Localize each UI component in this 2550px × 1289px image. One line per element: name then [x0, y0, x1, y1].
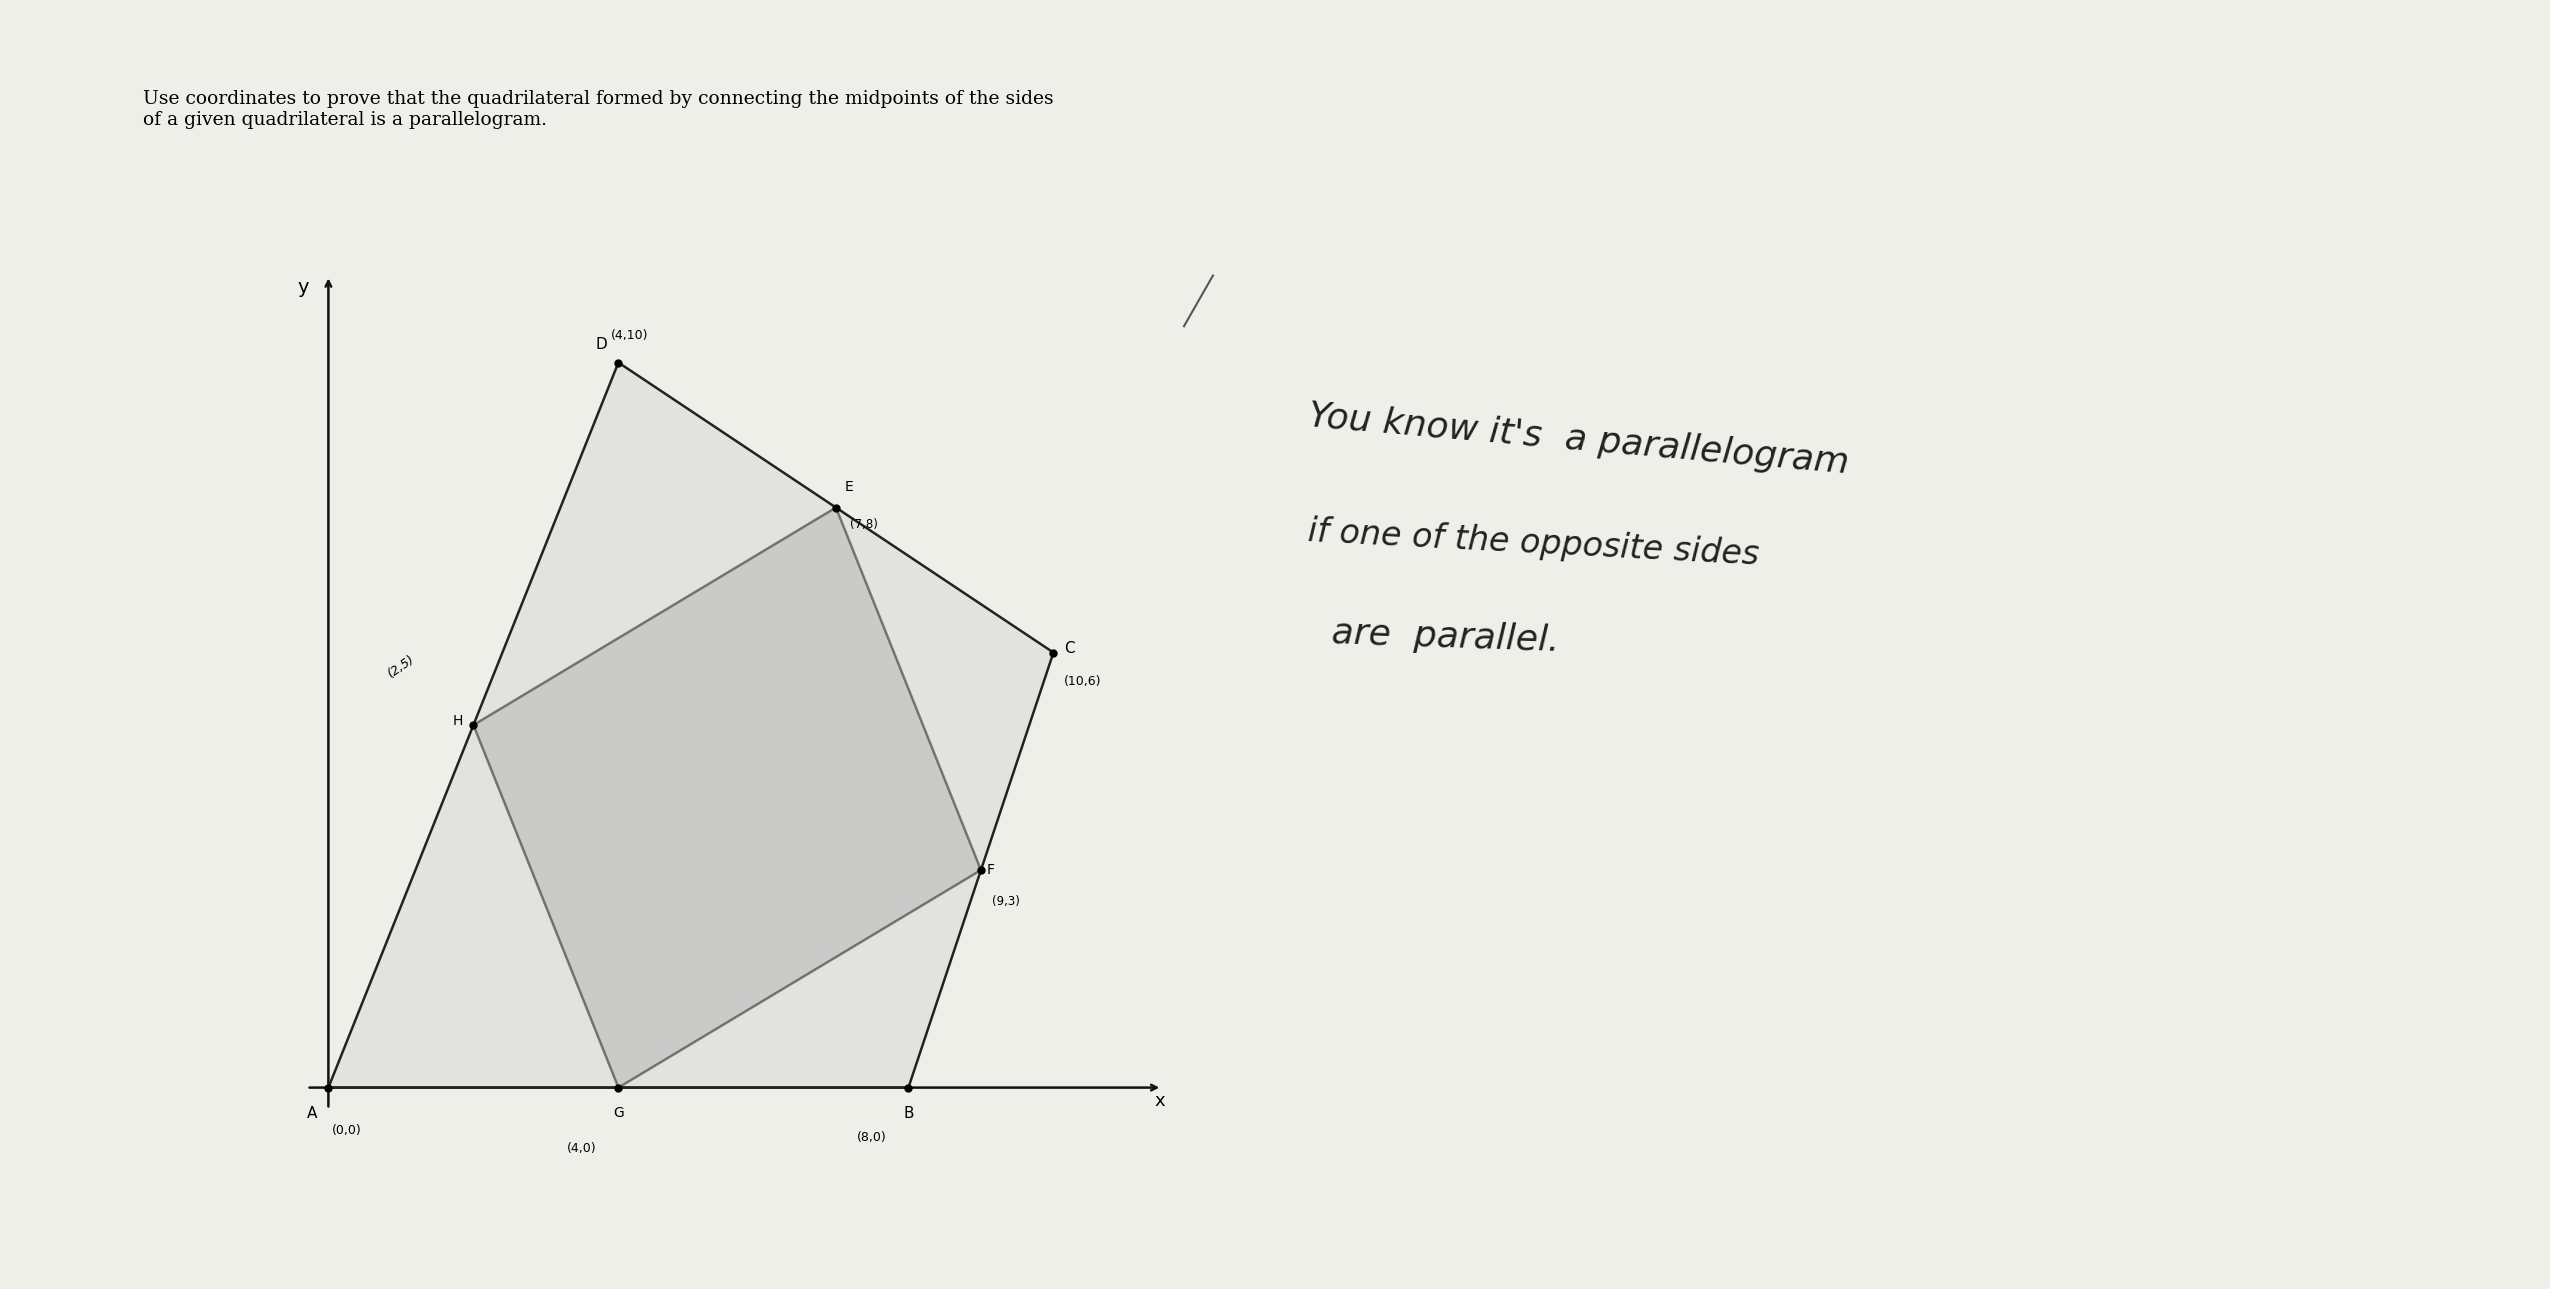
- Text: D: D: [597, 336, 607, 352]
- Polygon shape: [329, 362, 1053, 1088]
- Text: (4,0): (4,0): [566, 1142, 597, 1155]
- Text: G: G: [612, 1106, 625, 1120]
- Text: y: y: [298, 278, 309, 298]
- Text: E: E: [844, 481, 854, 495]
- Text: if one of the opposite sides: if one of the opposite sides: [1308, 514, 1760, 571]
- Text: x: x: [1155, 1092, 1165, 1110]
- Text: A: A: [306, 1106, 319, 1120]
- Text: (7,8): (7,8): [852, 518, 877, 531]
- Polygon shape: [474, 508, 982, 1088]
- Text: are  parallel.: are parallel.: [1331, 616, 1561, 659]
- Text: (4,10): (4,10): [612, 329, 648, 343]
- Text: You know it's  a parallelogram: You know it's a parallelogram: [1308, 398, 1851, 480]
- Text: (8,0): (8,0): [857, 1132, 887, 1145]
- Text: (2,5): (2,5): [385, 654, 416, 681]
- Text: B: B: [903, 1106, 913, 1120]
- Text: F: F: [987, 864, 994, 877]
- Text: (9,3): (9,3): [992, 896, 1020, 909]
- Text: H: H: [451, 714, 462, 728]
- Text: (10,6): (10,6): [1063, 675, 1102, 688]
- Text: Use coordinates to prove that the quadrilateral formed by connecting the midpoin: Use coordinates to prove that the quadri…: [143, 90, 1053, 129]
- Text: C: C: [1063, 642, 1076, 656]
- Text: (0,0): (0,0): [332, 1124, 362, 1137]
